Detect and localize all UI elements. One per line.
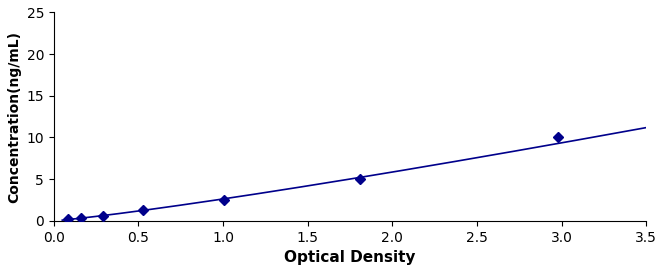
X-axis label: Optical Density: Optical Density [284, 250, 416, 265]
Y-axis label: Concentration(ng/mL): Concentration(ng/mL) [7, 31, 21, 203]
